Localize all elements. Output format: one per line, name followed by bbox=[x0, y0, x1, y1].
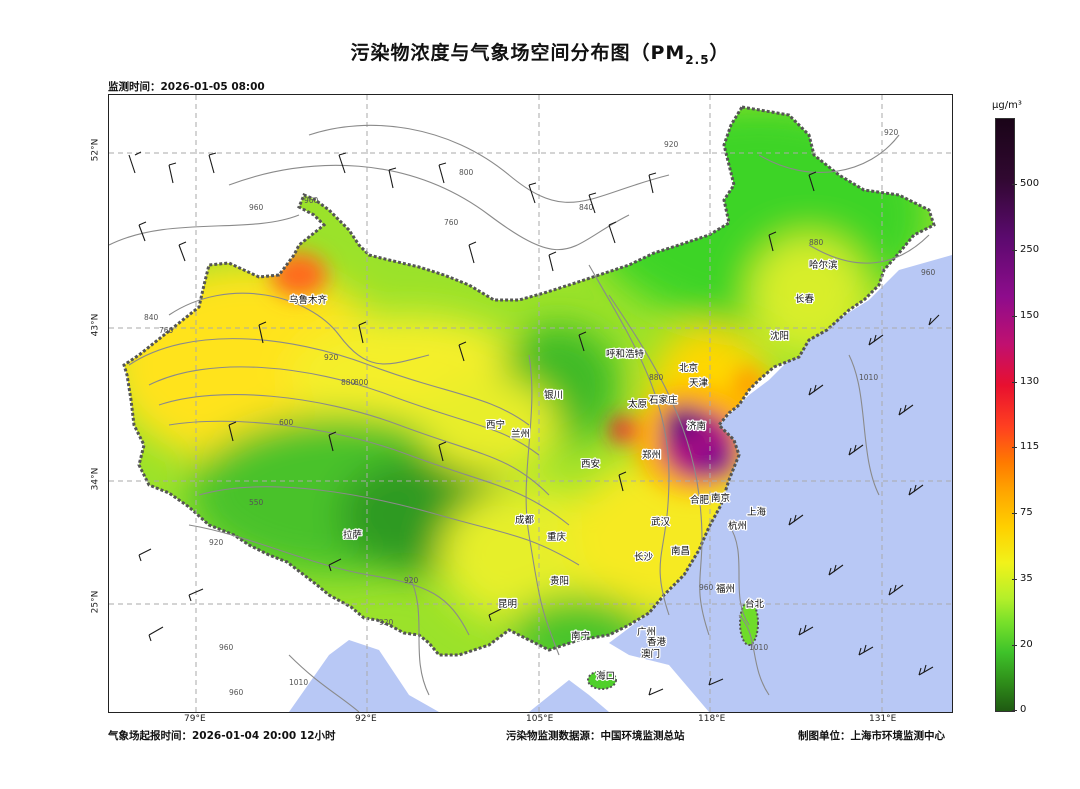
contour-label: 960 bbox=[219, 643, 234, 652]
city-label: 香港 bbox=[647, 636, 667, 648]
lat-tick: 25°N bbox=[90, 590, 101, 614]
colorbar-tick: 20 bbox=[1012, 639, 1033, 650]
colorbar bbox=[995, 118, 1015, 712]
contour-label: 880 bbox=[341, 378, 356, 387]
city-label: 兰州 bbox=[511, 428, 530, 440]
city-label: 昆明 bbox=[498, 599, 517, 610]
colorbar-tick: 500 bbox=[1011, 178, 1040, 189]
city-label: 南昌 bbox=[671, 545, 690, 557]
city-label: 南宁 bbox=[571, 630, 590, 642]
city-label: 乌鲁木齐 bbox=[289, 294, 328, 306]
producer: 制图单位：上海市环境监测中心 bbox=[798, 730, 945, 742]
colorbar-tick: 130 bbox=[1011, 376, 1040, 387]
city-label: 武汉 bbox=[651, 516, 671, 528]
city-label: 呼和浩特 bbox=[606, 348, 645, 360]
lon-tick: 79°E bbox=[184, 714, 206, 724]
contour-label: 760 bbox=[159, 326, 174, 335]
data-source: 污染物监测数据源：中国环境监测总站 bbox=[506, 730, 685, 742]
lon-tick: 118°E bbox=[698, 714, 726, 724]
contour-label: 840 bbox=[144, 313, 159, 322]
city-label: 北京 bbox=[679, 362, 698, 374]
city-label: 郑州 bbox=[642, 449, 661, 461]
contour-label: 920 bbox=[404, 576, 419, 585]
colorbar-tick: 250 bbox=[1011, 244, 1040, 255]
city-label: 杭州 bbox=[728, 520, 747, 532]
contour-label: 760 bbox=[444, 218, 459, 227]
lon-tick: 131°E bbox=[869, 714, 897, 724]
city-label: 合肥 bbox=[690, 494, 710, 506]
contour-label: 800 bbox=[459, 168, 474, 177]
contour-label: 880 bbox=[649, 373, 664, 382]
contour-label: 880 bbox=[809, 238, 824, 247]
city-label: 贵阳 bbox=[550, 575, 569, 587]
city-label: 西宁 bbox=[486, 419, 505, 431]
city-label: 银川 bbox=[544, 389, 563, 401]
city-label: 西安 bbox=[581, 458, 600, 470]
city-label: 沈阳 bbox=[770, 330, 789, 342]
city-label: 台北 bbox=[745, 598, 765, 610]
city-label: 澳门 bbox=[641, 648, 660, 660]
monitor-time: 监测时间：2026-01-05 08:00 bbox=[108, 81, 265, 93]
city-label: 济南 bbox=[687, 420, 706, 432]
contour-label: 960 bbox=[699, 583, 714, 592]
contour-label: 960 bbox=[249, 203, 264, 212]
contour-label: 600 bbox=[279, 418, 294, 427]
city-label: 南京 bbox=[711, 492, 730, 504]
contour-label: 800 bbox=[354, 378, 369, 387]
lat-tick: 34°N bbox=[90, 467, 101, 491]
colorbar-unit: μg/m³ bbox=[992, 100, 1022, 111]
city-label: 成都 bbox=[515, 514, 535, 526]
contour-label: 1010 bbox=[859, 373, 878, 382]
lon-tick: 105°E bbox=[526, 714, 554, 724]
city-label: 天津 bbox=[689, 378, 709, 389]
lat-tick: 43°N bbox=[90, 313, 101, 337]
lon-tick: 92°E bbox=[355, 714, 377, 724]
contour-label: 920 bbox=[379, 618, 394, 627]
contour-label: 1010 bbox=[749, 643, 768, 652]
city-label: 上海 bbox=[747, 506, 767, 518]
pollution-map: 880 920 920 960 800 840 760 960 840 760 … bbox=[108, 94, 953, 713]
city-label: 长春 bbox=[795, 293, 815, 305]
city-label: 太原 bbox=[628, 398, 647, 410]
city-label: 长沙 bbox=[634, 551, 654, 563]
contour-label: 920 bbox=[324, 353, 339, 362]
contour-label: 1010 bbox=[289, 678, 308, 687]
contour-label: 920 bbox=[664, 140, 679, 149]
forecast-start-time: 气象场起报时间：2026-01-04 20:00 12小时 bbox=[108, 730, 336, 742]
colorbar-tick: 0 bbox=[1011, 704, 1027, 715]
contour-label: 960 bbox=[229, 688, 244, 697]
contour-label: 840 bbox=[579, 203, 594, 212]
map-title: 污染物浓度与气象场空间分布图（PM2.5） bbox=[350, 42, 730, 67]
city-label: 拉萨 bbox=[343, 529, 363, 541]
colorbar-tick: 75 bbox=[1012, 507, 1033, 518]
lat-tick: 52°N bbox=[90, 138, 101, 162]
city-label: 广州 bbox=[637, 626, 656, 638]
city-label: 海口 bbox=[596, 670, 615, 682]
contour-label: 550 bbox=[249, 498, 264, 507]
contour-label: 960 bbox=[304, 196, 319, 205]
colorbar-tick: 35 bbox=[1012, 573, 1033, 584]
city-label: 重庆 bbox=[547, 531, 567, 543]
city-label: 石家庄 bbox=[649, 394, 678, 406]
contour-label: 920 bbox=[884, 128, 899, 137]
colorbar-tick: 150 bbox=[1011, 310, 1040, 321]
contour-label: 920 bbox=[209, 538, 224, 547]
colorbar-tick: 115 bbox=[1011, 441, 1040, 452]
city-label: 哈尔滨 bbox=[809, 259, 838, 271]
city-label: 福州 bbox=[716, 583, 735, 595]
contour-label: 960 bbox=[921, 268, 936, 277]
